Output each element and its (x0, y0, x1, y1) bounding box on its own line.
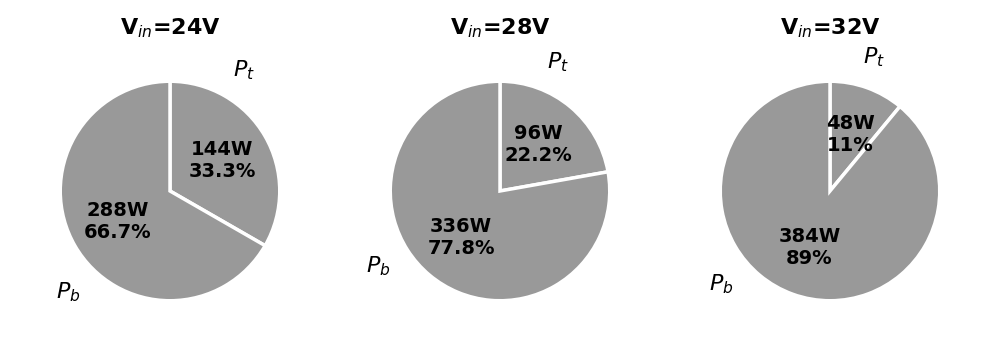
Text: $P_b$: $P_b$ (366, 254, 391, 278)
Title: V$_{in}$=24V: V$_{in}$=24V (120, 16, 220, 40)
Text: 288W
66.7%: 288W 66.7% (84, 201, 152, 242)
Text: $P_b$: $P_b$ (709, 272, 733, 296)
Wedge shape (60, 81, 265, 301)
Text: $P_t$: $P_t$ (863, 45, 885, 69)
Wedge shape (390, 81, 610, 301)
Title: V$_{in}$=28V: V$_{in}$=28V (450, 16, 550, 40)
Wedge shape (500, 81, 608, 191)
Text: $P_t$: $P_t$ (233, 58, 255, 82)
Text: 336W
77.8%: 336W 77.8% (427, 217, 495, 258)
Text: 48W
11%: 48W 11% (826, 114, 875, 155)
Text: $P_b$: $P_b$ (56, 280, 81, 304)
Wedge shape (720, 81, 940, 301)
Text: 96W
22.2%: 96W 22.2% (505, 124, 573, 165)
Text: 384W
89%: 384W 89% (778, 227, 841, 268)
Text: 144W
33.3%: 144W 33.3% (189, 140, 256, 181)
Wedge shape (830, 81, 900, 191)
Title: V$_{in}$=32V: V$_{in}$=32V (780, 16, 880, 40)
Wedge shape (170, 81, 280, 246)
Text: $P_t$: $P_t$ (547, 50, 569, 74)
